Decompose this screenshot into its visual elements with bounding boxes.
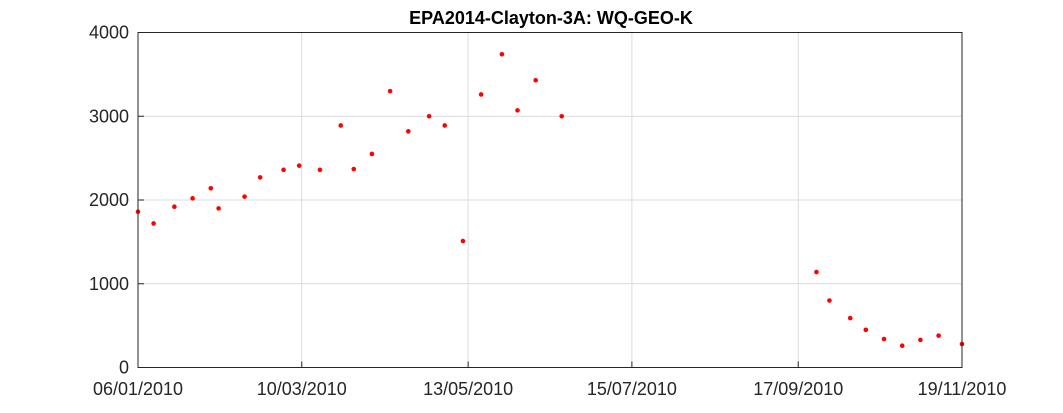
data-point bbox=[296, 163, 302, 168]
data-point bbox=[814, 269, 819, 275]
x-tick-label: 10/03/2010 bbox=[257, 379, 347, 399]
data-point bbox=[899, 343, 905, 349]
data-point bbox=[216, 206, 221, 211]
y-tick-label: 4000 bbox=[89, 23, 129, 43]
data-point bbox=[387, 88, 393, 94]
data-point bbox=[881, 336, 887, 342]
data-points bbox=[135, 51, 965, 349]
data-point bbox=[442, 123, 448, 128]
data-point bbox=[559, 113, 564, 119]
x-tick-label: 17/09/2010 bbox=[753, 379, 843, 399]
data-point bbox=[281, 167, 286, 173]
data-point bbox=[426, 113, 432, 119]
data-point bbox=[242, 194, 247, 199]
grid-lines bbox=[137, 32, 963, 368]
data-point bbox=[208, 185, 214, 191]
x-tick-label: 15/07/2010 bbox=[587, 379, 677, 399]
data-point bbox=[257, 175, 263, 180]
data-point bbox=[515, 108, 520, 113]
y-tick-label: 3000 bbox=[89, 106, 129, 126]
data-point bbox=[406, 129, 411, 134]
data-point bbox=[460, 238, 466, 244]
tick-labels: 06/01/2010 10/03/2010 13/05/2010 15/07/2010… bbox=[89, 23, 1006, 400]
data-point bbox=[478, 92, 484, 97]
data-point bbox=[369, 151, 375, 157]
data-point bbox=[499, 51, 505, 57]
y-tick-label: 2000 bbox=[89, 190, 129, 210]
data-point bbox=[827, 298, 832, 303]
data-point bbox=[351, 166, 357, 172]
y-tick-label: 0 bbox=[119, 358, 129, 378]
x-tick-label: 19/11/2010 bbox=[918, 379, 1007, 399]
chart-title: EPA2014-Clayton-3A: WQ-GEO-K bbox=[409, 8, 693, 28]
data-point bbox=[847, 315, 853, 321]
data-point bbox=[863, 327, 869, 333]
plot-frame bbox=[137, 32, 963, 368]
data-point bbox=[936, 333, 941, 338]
y-tick-label: 1000 bbox=[89, 274, 129, 294]
data-point bbox=[918, 337, 923, 343]
x-tick-label: 06/01/2010 bbox=[93, 379, 183, 399]
x-tick-label: 13/05/2010 bbox=[423, 379, 513, 399]
data-point bbox=[172, 204, 177, 209]
data-point bbox=[338, 123, 344, 128]
data-point bbox=[533, 77, 539, 83]
data-point bbox=[317, 167, 323, 173]
data-point bbox=[190, 196, 195, 201]
data-point bbox=[151, 221, 156, 226]
